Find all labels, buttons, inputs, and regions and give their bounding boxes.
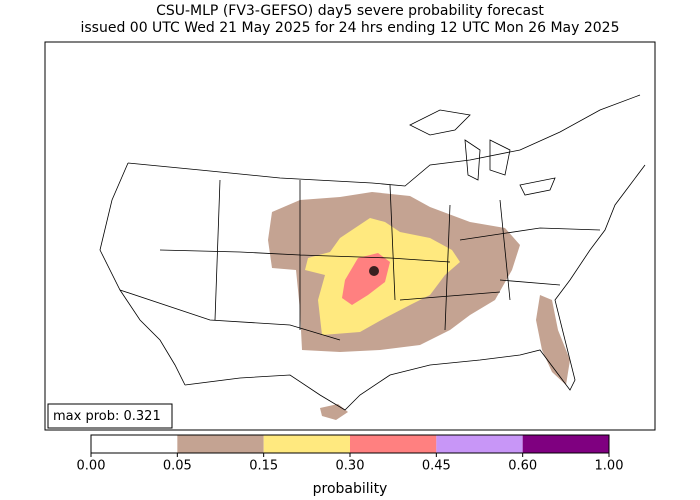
colorbar-segment (350, 435, 437, 453)
max-point (369, 266, 379, 276)
colorbar-segment (177, 435, 264, 453)
tick-label: 0.30 (336, 459, 365, 474)
tick-label: 0.60 (508, 459, 537, 474)
great-lakes (409, 109, 556, 196)
tick-label: 0.00 (77, 459, 106, 474)
colorbar-segment (263, 435, 350, 453)
title-line: CSU-MLP (FV3-GEFSO) day5 severe probabil… (156, 3, 544, 19)
colorbar-segment (91, 435, 178, 453)
max-prob-label: max prob: (53, 409, 119, 424)
colorbar-label: probability (313, 481, 388, 497)
prob-area (536, 295, 570, 385)
tick-label: 0.05 (163, 459, 192, 474)
title-line: issued 00 UTC Wed 21 May 2025 for 24 hrs… (80, 20, 619, 36)
max-prob-value: 0.321 (124, 409, 161, 424)
max-prob-text: max prob: 0.321 (53, 409, 161, 424)
prob-area (342, 253, 390, 305)
state-borders (119, 179, 601, 341)
tick-label: 1.00 (595, 459, 624, 474)
tick-label: 0.15 (249, 459, 278, 474)
map: max prob: 0.321 (44, 41, 656, 431)
coastline (99, 94, 646, 411)
tick-label: 0.45 (422, 459, 451, 474)
colorbar: 0.00 0.05 0.15 0.30 0.45 0.60 1.00 (77, 434, 624, 474)
max-prob-box (47, 403, 173, 429)
colorbar-segment (522, 435, 609, 453)
colorbar-segment (436, 435, 523, 453)
